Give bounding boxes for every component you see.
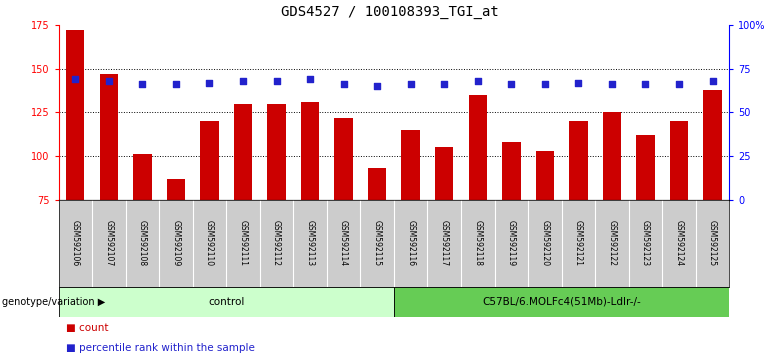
Text: GSM592112: GSM592112 [272, 221, 281, 266]
Text: GSM592106: GSM592106 [71, 220, 80, 267]
Bar [502, 142, 520, 200]
Point [204, 80, 216, 85]
Bar [636, 135, 654, 200]
Point [371, 83, 384, 89]
Bar [100, 74, 118, 200]
Text: GSM592120: GSM592120 [541, 220, 549, 267]
Bar [402, 130, 420, 200]
Text: GSM592121: GSM592121 [574, 221, 583, 266]
Point [338, 81, 350, 87]
Bar [268, 104, 285, 200]
Bar [569, 121, 587, 200]
Point [103, 78, 115, 84]
Bar [435, 147, 453, 200]
Bar [469, 95, 487, 200]
Point [304, 76, 317, 82]
Point [170, 81, 183, 87]
Bar [200, 121, 218, 200]
Point [237, 78, 250, 84]
Point [606, 81, 619, 87]
Point [271, 78, 283, 84]
Point [707, 78, 719, 84]
Text: GSM592119: GSM592119 [507, 220, 516, 267]
Bar [536, 151, 554, 200]
Text: genotype/variation ▶: genotype/variation ▶ [2, 297, 105, 307]
Bar [368, 169, 386, 200]
Text: GSM592124: GSM592124 [675, 220, 683, 267]
Point [405, 81, 417, 87]
Bar [670, 121, 688, 200]
Point [538, 81, 551, 87]
Bar [704, 90, 722, 200]
Text: C57BL/6.MOLFc4(51Mb)-Ldlr-/-: C57BL/6.MOLFc4(51Mb)-Ldlr-/- [482, 297, 641, 307]
Text: GSM592111: GSM592111 [239, 221, 247, 266]
Text: GSM592122: GSM592122 [608, 221, 616, 266]
Bar [335, 118, 353, 200]
Text: GSM592113: GSM592113 [306, 220, 314, 267]
Point [438, 81, 451, 87]
Text: GSM592107: GSM592107 [105, 220, 113, 267]
Bar [58, 287, 394, 317]
Point [673, 81, 686, 87]
Text: GSM592123: GSM592123 [641, 220, 650, 267]
Point [573, 80, 585, 85]
Point [69, 76, 82, 82]
Bar [603, 113, 621, 200]
Text: GSM592117: GSM592117 [440, 220, 448, 267]
Text: GSM592114: GSM592114 [339, 220, 348, 267]
Text: GSM592115: GSM592115 [373, 220, 381, 267]
Bar [167, 179, 185, 200]
Text: ■ count: ■ count [66, 323, 108, 333]
Text: ■ percentile rank within the sample: ■ percentile rank within the sample [66, 343, 255, 353]
Text: GDS4527 / 100108393_TGI_at: GDS4527 / 100108393_TGI_at [281, 5, 499, 19]
Text: GSM592110: GSM592110 [205, 220, 214, 267]
Bar [301, 102, 319, 200]
Text: GSM592125: GSM592125 [708, 220, 717, 267]
Bar [234, 104, 252, 200]
Text: GSM592118: GSM592118 [473, 221, 482, 266]
Bar [133, 154, 151, 200]
Bar [394, 287, 729, 317]
Point [505, 81, 518, 87]
Bar [66, 30, 84, 200]
Point [136, 81, 149, 87]
Text: GSM592108: GSM592108 [138, 220, 147, 267]
Text: GSM592109: GSM592109 [172, 220, 180, 267]
Point [472, 78, 484, 84]
Text: GSM592116: GSM592116 [406, 220, 415, 267]
Text: control: control [208, 297, 244, 307]
Point [640, 81, 652, 87]
